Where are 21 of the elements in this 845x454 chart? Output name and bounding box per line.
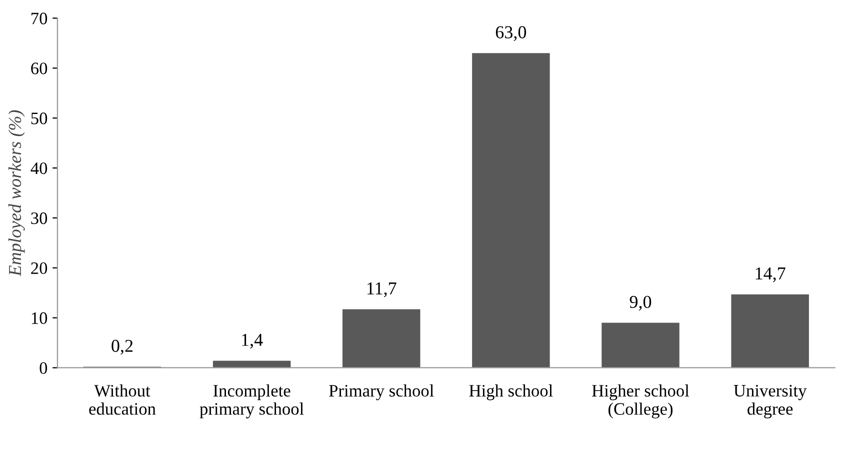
data-label: 63,0 — [496, 26, 526, 41]
y-tick-label: 10 — [32, 312, 48, 324]
data-label: 1,4 — [242, 334, 263, 349]
y-tick-label: 20 — [31, 262, 48, 274]
x-tick-label: Primary school — [329, 384, 434, 400]
data-label: 14,7 — [756, 267, 786, 282]
x-tick-label: University degree — [734, 384, 807, 418]
data-label: 11,7 — [368, 282, 396, 298]
data-label: 9,0 — [630, 296, 652, 311]
y-axis-title: Employed workers (%) — [8, 110, 25, 276]
x-tick-label: High school — [469, 384, 553, 400]
data-label: 0,2 — [112, 340, 133, 355]
y-tick-label: 40 — [30, 162, 48, 174]
x-tick-label: Higher school (College) — [592, 384, 690, 418]
y-tick-label: 0 — [40, 362, 48, 374]
y-tick-label: 30 — [31, 212, 48, 224]
x-tick-label: Without education — [89, 384, 156, 415]
y-tick-label: 60 — [31, 62, 48, 74]
y-tick-label: 50 — [31, 112, 48, 124]
y-tick-label: 70 — [32, 12, 48, 24]
x-tick-label: Incomplete primary school — [200, 384, 304, 418]
